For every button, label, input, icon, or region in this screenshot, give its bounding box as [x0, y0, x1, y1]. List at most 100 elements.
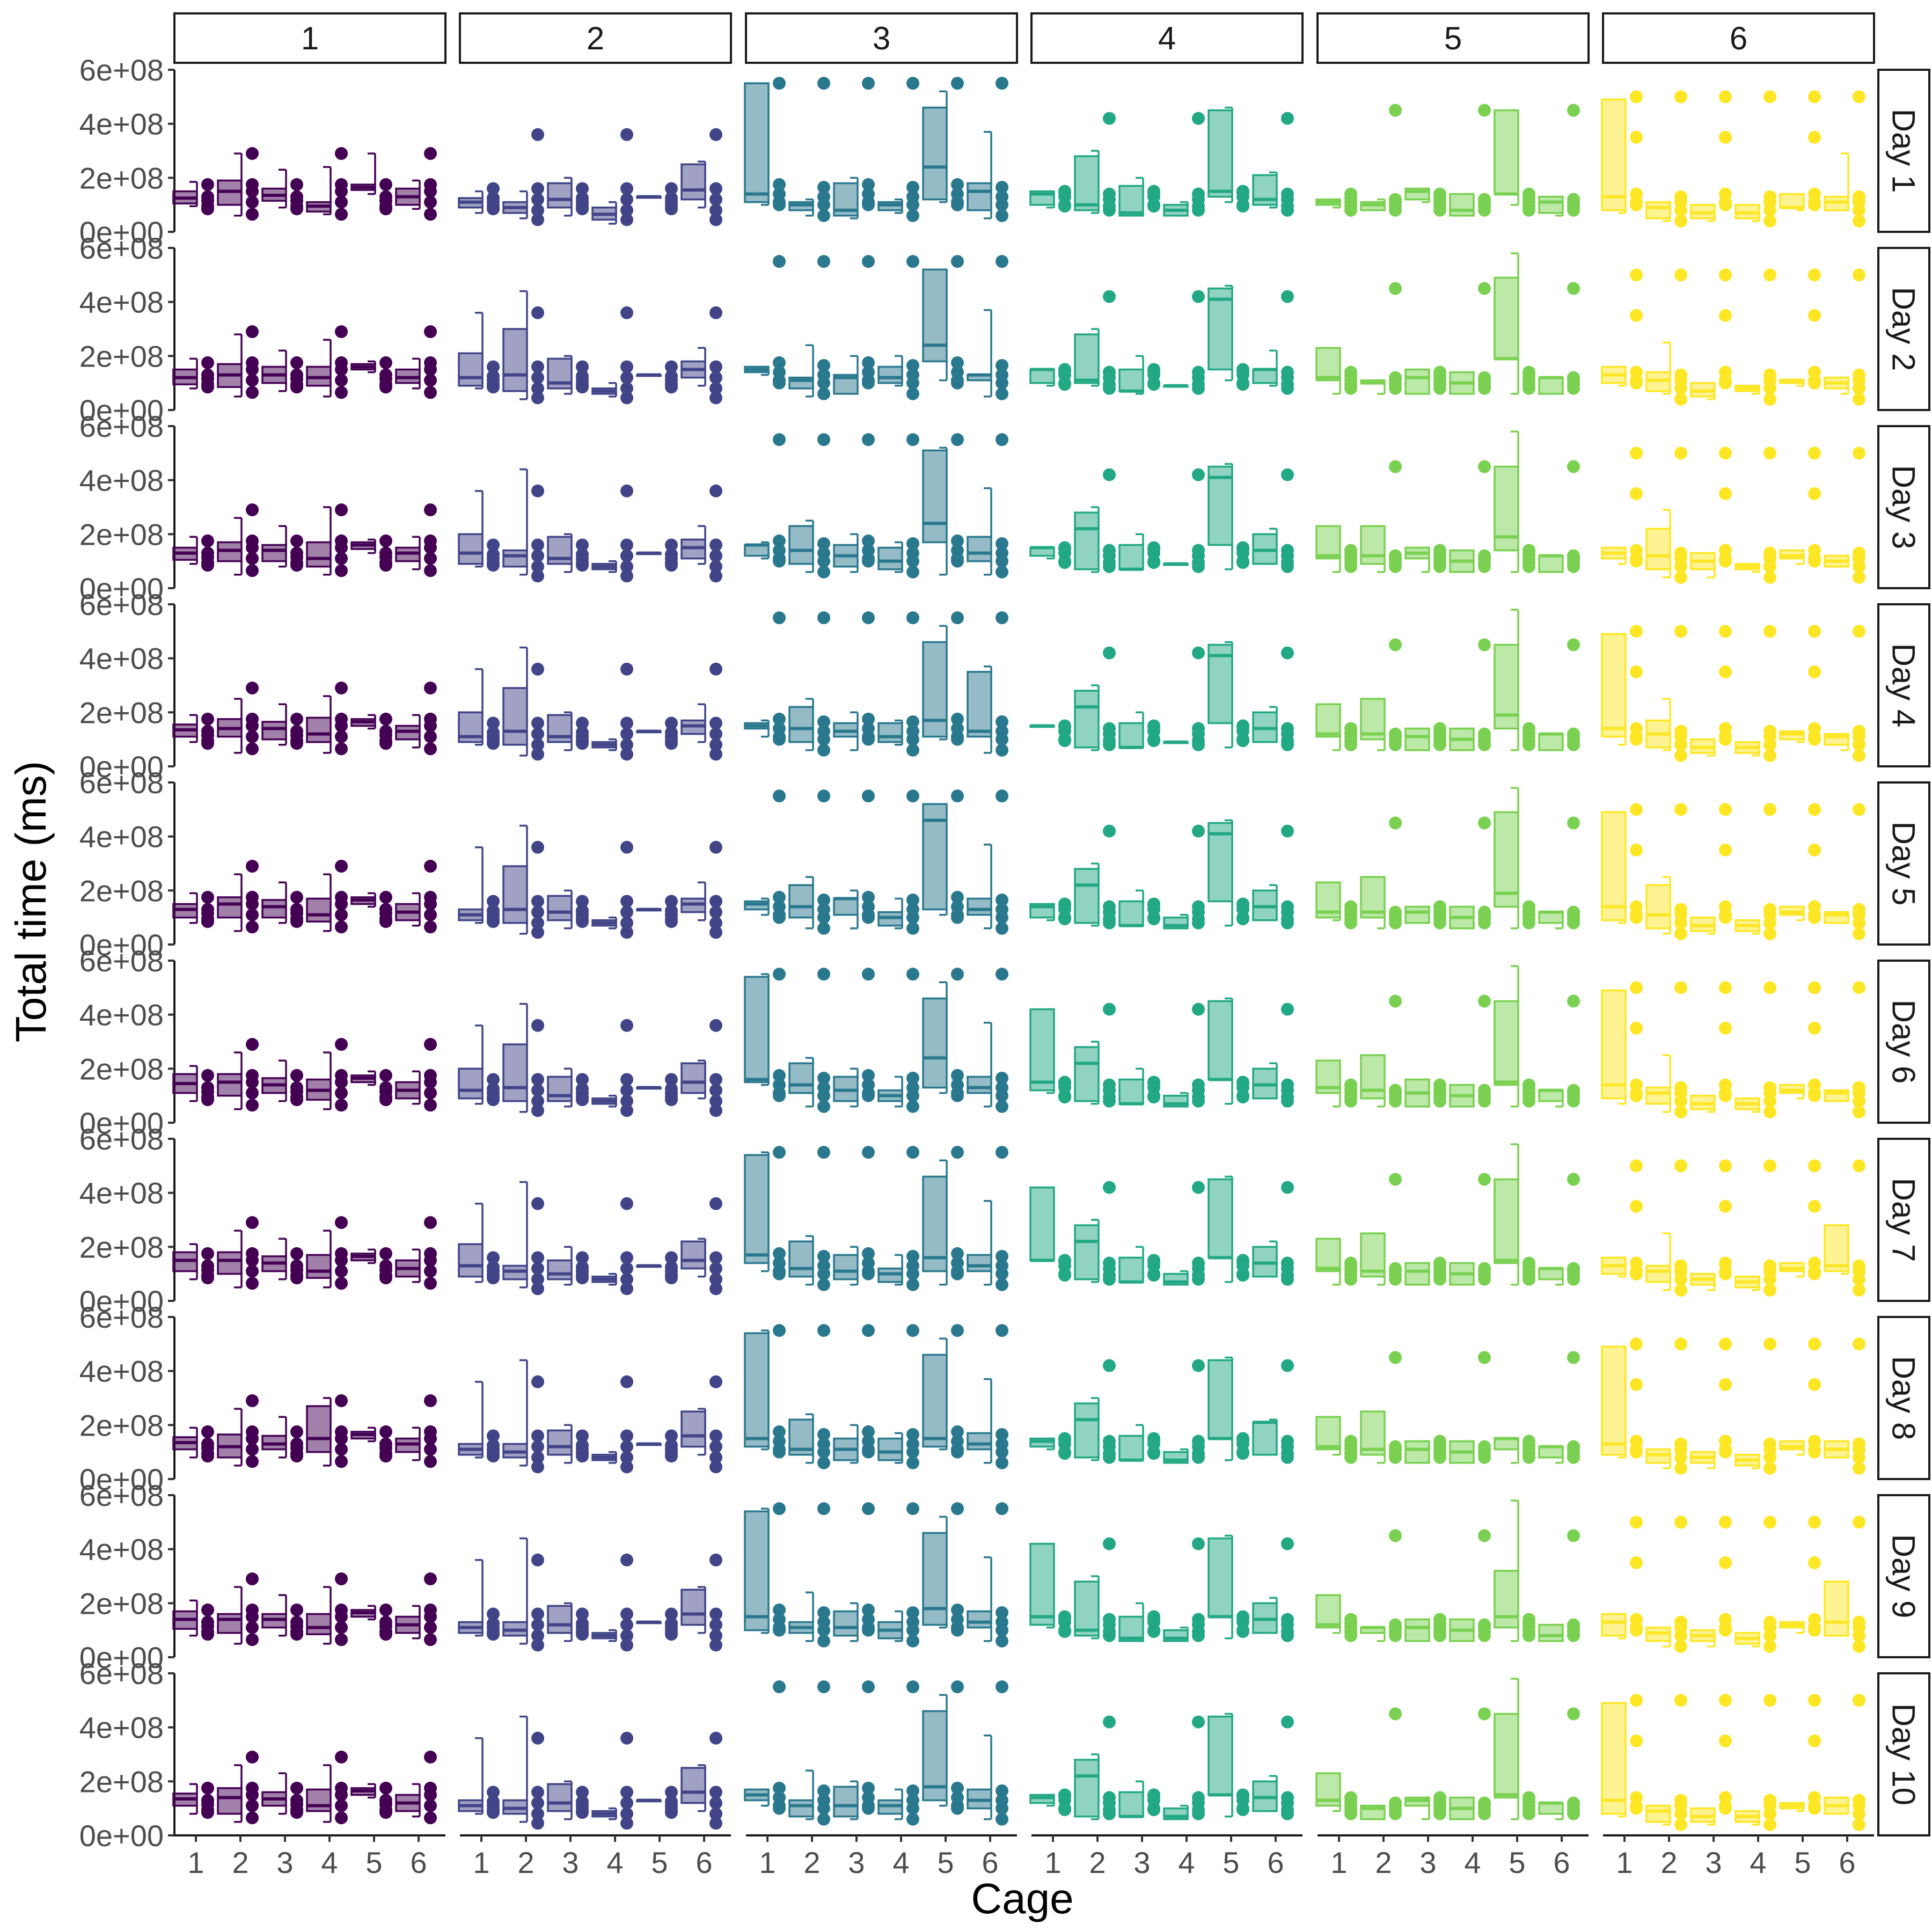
x-tick-label: 5: [1509, 1846, 1525, 1879]
boxplot-group-1-day10-cage4: [306, 1751, 348, 1825]
data-point: [335, 1799, 348, 1812]
boxplot-group-5-day5-cage4: [1449, 816, 1491, 930]
data-point: [246, 890, 259, 904]
box: [1601, 1345, 1627, 1456]
boxplot-group-6-day7-cage2: [1645, 1159, 1687, 1297]
data-point: [906, 368, 919, 382]
data-point: [1808, 130, 1821, 144]
box: [502, 1043, 528, 1102]
data-point: [906, 1100, 919, 1113]
data-point: [246, 325, 259, 339]
x-tick-label: 6: [696, 1846, 712, 1879]
boxplot-group-4-day8-cage1: [1029, 1432, 1071, 1460]
data-point: [201, 1794, 214, 1807]
boxplot-group-4-day6-cage3: [1118, 1067, 1160, 1106]
box: [922, 449, 948, 544]
box: [1315, 347, 1341, 382]
data-point: [1192, 722, 1205, 735]
data-point: [246, 920, 259, 934]
box: [922, 268, 948, 363]
data-point: [709, 926, 722, 939]
data-point: [201, 1781, 214, 1795]
facet-strip-row-label: Day 7: [1886, 1178, 1922, 1262]
box: [788, 706, 814, 743]
data-point: [996, 789, 1008, 803]
data-point: [335, 1603, 348, 1616]
box: [1208, 1000, 1233, 1081]
y-tick-label: 0e+00: [79, 1641, 164, 1674]
boxplot-group-6-day6-cage3: [1690, 981, 1732, 1113]
data-point: [487, 1785, 500, 1799]
data-point: [620, 484, 633, 497]
data-point: [951, 890, 964, 904]
data-point: [1853, 1081, 1865, 1094]
data-point: [709, 213, 722, 226]
data-point: [1281, 1359, 1294, 1372]
boxplot-group-5-day9-cage6: [1538, 1529, 1580, 1642]
box: [1538, 911, 1564, 924]
box: [967, 536, 992, 562]
boxplot-group-4-day4-cage5: [1208, 641, 1249, 749]
data-point: [996, 255, 1008, 268]
data-point: [620, 203, 633, 217]
data-point: [335, 1425, 348, 1438]
data-point: [620, 128, 633, 141]
data-point: [1674, 570, 1687, 584]
data-point: [1808, 90, 1821, 104]
boxplot-group-1-day9-cage6: [395, 1572, 437, 1646]
boxplot-group-6-day8-cage5: [1779, 1337, 1821, 1459]
box: [1449, 193, 1475, 217]
data-point: [1674, 927, 1687, 940]
boxplot-group-6-day4-cage6: [1824, 625, 1865, 762]
data-point: [1236, 897, 1249, 911]
data-point: [906, 358, 919, 372]
boxplot-group-3-day1-cage5: [922, 77, 964, 211]
facet-strip-row-label: Day 3: [1886, 465, 1922, 550]
data-point: [620, 1731, 633, 1745]
boxplot-group-2-day2-cage6: [680, 306, 722, 405]
boxplot-group-6-day10-cage6: [1824, 1694, 1865, 1831]
box: [1779, 193, 1805, 209]
box: [547, 1429, 573, 1456]
data-point: [709, 662, 722, 676]
boxplot-group-5-day5-cage2: [1360, 816, 1402, 930]
data-point: [773, 365, 786, 379]
boxplot-group-2-day9-cage5: [636, 1607, 678, 1641]
data-point: [246, 860, 259, 873]
data-point: [1763, 724, 1776, 738]
data-point: [1674, 190, 1687, 203]
boxplot-group-3-day8-cage5: [922, 1324, 964, 1459]
data-point: [335, 1216, 348, 1230]
boxplot-group-3-day10-cage2: [788, 1680, 830, 1826]
boxplot-group-6-day2-cage6: [1824, 268, 1865, 406]
data-point: [906, 1249, 919, 1263]
boxplot-group-6-day6-cage4: [1735, 981, 1776, 1118]
data-point: [1478, 816, 1491, 830]
data-point: [1147, 897, 1160, 911]
facet-strip-col-1: [173, 12, 447, 64]
facet-strip-col-label: 3: [873, 20, 890, 56]
data-point: [335, 564, 348, 577]
data-point: [424, 356, 437, 369]
y-tick-label: 0e+00: [79, 1106, 164, 1140]
boxplot-group-3-day7-cage1: [744, 1146, 786, 1280]
boxplot-group-5-day10-cage2: [1360, 1707, 1402, 1820]
data-point: [906, 611, 919, 625]
data-point: [906, 921, 919, 935]
box: [788, 1240, 814, 1278]
box: [1118, 1078, 1144, 1105]
data-point: [620, 1262, 633, 1275]
y-tick-label: 6e+08: [79, 231, 164, 265]
data-point: [773, 433, 786, 447]
boxplot-group-1-day5-cage3: [261, 881, 303, 928]
boxplot-group-2-day6-cage4: [591, 1019, 633, 1117]
boxplot-group-1-day9-cage5: [350, 1603, 392, 1641]
boxplot-group-3-day8-cage2: [788, 1324, 830, 1469]
boxplot-group-4-day5-cage5: [1208, 819, 1249, 927]
data-point: [576, 895, 589, 908]
data-point: [709, 128, 722, 141]
data-point: [424, 1038, 437, 1051]
data-point: [862, 1791, 875, 1804]
data-point: [1523, 900, 1535, 913]
data-point: [996, 190, 1008, 203]
